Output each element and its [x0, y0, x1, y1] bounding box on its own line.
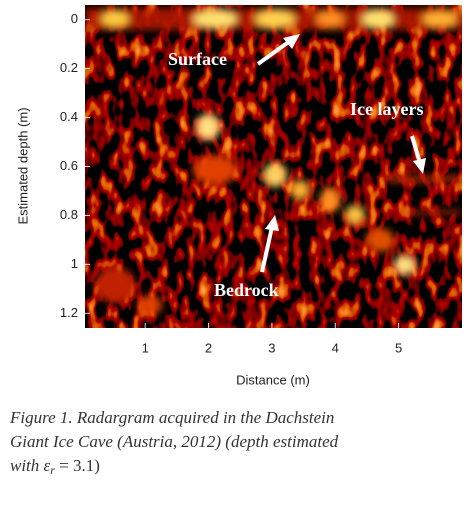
x-tick-label: 1 [142, 340, 149, 355]
surface-reflection [316, 11, 344, 27]
arrow [256, 39, 292, 66]
caption-subscript: r [50, 463, 55, 477]
caption-text: = 3.1) [55, 456, 100, 475]
ice-layer [405, 210, 462, 215]
bedrock-reflection [193, 155, 237, 185]
y-tick-label: 0.8 [60, 207, 78, 222]
annotation-arrows [256, 34, 426, 273]
caption-line: Figure 1. Radargram acquired in the Dach… [9, 408, 334, 427]
y-tick-label: 1.2 [60, 305, 78, 320]
annotation: Ice layers [350, 99, 423, 119]
x-tick-label: 3 [268, 340, 275, 355]
surface-reflection [362, 10, 394, 28]
x-axis-label: Distance (m) [236, 372, 310, 387]
y-tick-label: 0.4 [60, 109, 78, 124]
arrowhead [265, 215, 279, 231]
surface-reflection [255, 10, 295, 28]
caption-text: with ε [10, 456, 51, 475]
surface-reflection [422, 11, 458, 27]
bedrock-reflection [95, 267, 135, 303]
arrow [260, 226, 274, 273]
arrowhead [413, 158, 426, 174]
x-tick-label: 5 [395, 340, 402, 355]
bedrock-reflection [345, 205, 365, 225]
y-tick-label: 1 [71, 256, 78, 271]
bedrock-reflection [263, 163, 287, 187]
bedrock-reflection [394, 255, 416, 275]
surface-reflection [193, 10, 237, 28]
bedrock-reflection [196, 114, 220, 140]
surface-reflection [101, 11, 129, 27]
axes: 0 0.2 0.4 0.6 0.8 1 1.2 1 2 3 4 5 [60, 11, 402, 355]
ice-layer [385, 176, 462, 182]
bedrock-reflection [320, 188, 340, 212]
x-tick-label: 2 [205, 340, 212, 355]
bedrock-reflection [290, 180, 310, 200]
caption-line: Giant Ice Cave (Austria, 2012) (depth es… [10, 432, 339, 451]
arrow [410, 135, 422, 164]
radar-features [85, 8, 462, 315]
y-tick-label: 0 [71, 11, 78, 26]
x-tick-label: 4 [332, 340, 339, 355]
y-tick-label: 0.6 [60, 158, 78, 173]
radargram-image [85, 5, 462, 328]
bedrock-reflection [366, 228, 394, 252]
caption-line: with εr = 3.1) [10, 456, 100, 477]
annotation: Surface [168, 49, 227, 69]
annotation: Bedrock [214, 280, 279, 300]
y-tick-label: 0.2 [60, 60, 78, 75]
arrowhead [283, 34, 300, 49]
y-axis-label: Estimated depth (m) [15, 107, 30, 224]
bedrock-reflection [138, 295, 162, 315]
